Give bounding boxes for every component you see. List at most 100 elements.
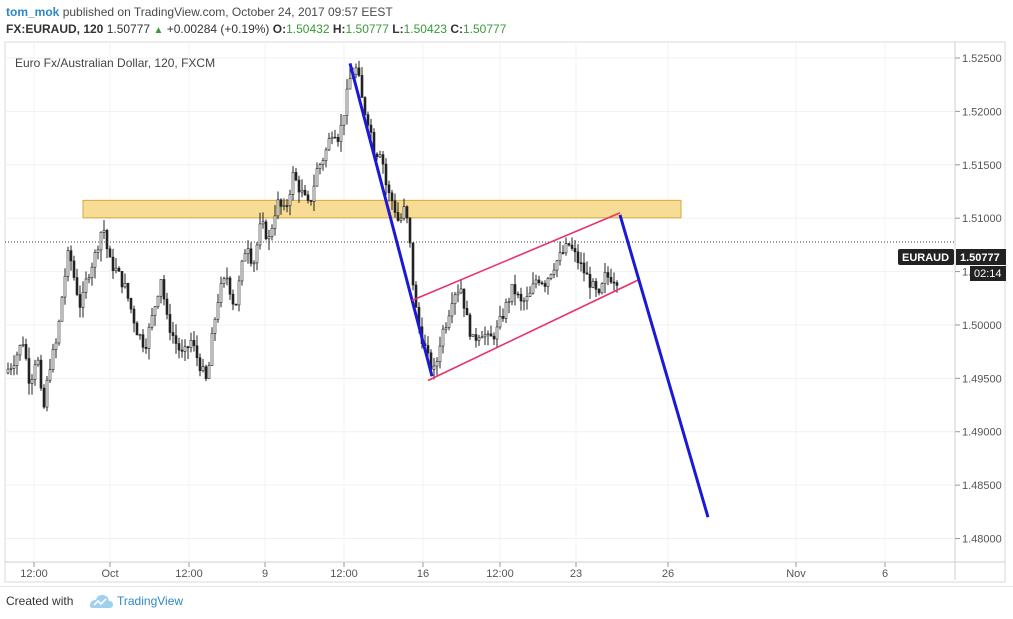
- candle-body: [438, 345, 442, 362]
- candle-body: [354, 67, 358, 75]
- chart-title: Euro Fx/Australian Dollar, 120, FXCM: [15, 56, 215, 70]
- candle-body: [156, 295, 160, 308]
- candle-body: [39, 359, 43, 389]
- candle-body: [579, 262, 583, 265]
- publish-line: tom_mok published on TradingView.com, Oc…: [6, 5, 393, 19]
- candle-body: [540, 282, 544, 285]
- candle-body: [345, 88, 349, 116]
- time-tick-label: 23: [570, 568, 582, 580]
- last-price-tag-bg: [956, 249, 1006, 265]
- change-value: +0.00284 (+0.19%): [166, 22, 270, 36]
- channel-upper-line[interactable]: [411, 212, 621, 302]
- time-tick-label: 12:00: [20, 568, 48, 580]
- tradingview-logo-icon[interactable]: [88, 592, 114, 610]
- candle-body: [300, 189, 304, 193]
- candle-body: [486, 333, 490, 336]
- candle-body: [261, 221, 265, 225]
- candle-body: [333, 136, 337, 139]
- price-tick-label: 1.48000: [962, 534, 1002, 546]
- projection-line[interactable]: [618, 214, 710, 518]
- candle-body: [48, 369, 52, 381]
- candle-body: [531, 283, 535, 294]
- candle-body: [615, 282, 619, 286]
- candle-body: [450, 303, 454, 317]
- candle-body: [555, 260, 559, 271]
- resistance-zone[interactable]: [82, 199, 682, 219]
- candle-body: [180, 349, 184, 352]
- candle-body: [129, 298, 133, 310]
- candle-body: [270, 228, 274, 237]
- author-link[interactable]: tom_mok: [6, 5, 60, 19]
- publish-info: published on TradingView.com, October 24…: [62, 5, 393, 19]
- open-label: O:: [272, 22, 287, 36]
- candle-body: [588, 273, 592, 288]
- time-tick-label: 12:00: [330, 568, 358, 580]
- candle-body: [513, 284, 517, 295]
- candle-body: [612, 281, 616, 284]
- candle-body: [159, 279, 163, 297]
- candle-body: [63, 275, 67, 298]
- candle-body: [252, 262, 256, 265]
- candle-body: [243, 253, 247, 262]
- candle-body: [405, 206, 409, 219]
- candle-body: [171, 332, 175, 336]
- candle-body: [195, 345, 199, 359]
- candle-body: [330, 136, 334, 140]
- candle-body: [297, 179, 301, 193]
- low-value: 1.50423: [403, 22, 447, 36]
- down-trend-line[interactable]: [348, 62, 434, 377]
- price-chart[interactable]: 1.525001.520001.515001.510001.505001.500…: [0, 40, 1013, 583]
- candle-body: [546, 277, 550, 287]
- price-tick-label: 1.51000: [962, 213, 1002, 225]
- last-price-tag: 1.50777: [960, 252, 1000, 264]
- candle-body: [474, 334, 478, 341]
- candle-body: [456, 292, 460, 296]
- candle-body: [255, 244, 259, 264]
- candle-body: [426, 345, 430, 354]
- close-label: C:: [450, 22, 463, 36]
- channel-lower-line[interactable]: [427, 279, 639, 382]
- candle-body: [396, 212, 400, 221]
- candle-body: [141, 334, 145, 348]
- candle-body: [51, 349, 55, 371]
- candle-body: [24, 344, 28, 359]
- candle-body: [294, 172, 298, 181]
- candle-body: [123, 283, 127, 288]
- candle-body: [87, 277, 91, 280]
- time-tick-label: 12:00: [175, 568, 203, 580]
- open-value: 1.50432: [286, 22, 330, 36]
- price-axis: 1.525001.520001.515001.510001.505001.500…: [955, 53, 1002, 546]
- price-tick-label: 1.52000: [962, 106, 1002, 118]
- candle-body: [162, 279, 166, 300]
- high-label: H:: [332, 22, 346, 36]
- candle-body: [339, 124, 343, 142]
- time-tick-label: Oct: [101, 568, 118, 580]
- candle-body: [69, 250, 73, 262]
- candle-body: [471, 334, 475, 337]
- candle-body: [258, 223, 262, 246]
- candle-body: [378, 154, 382, 158]
- chart-area[interactable]: 1.525001.520001.515001.510001.505001.500…: [0, 40, 1013, 583]
- tradingview-link[interactable]: TradingView: [117, 594, 184, 608]
- candle-body: [66, 250, 70, 277]
- time-tick-label: 26: [662, 568, 674, 580]
- symbol-price-tag: EURAUD 1.50777 02:14: [898, 249, 1006, 281]
- candle-body: [498, 315, 502, 328]
- candle-body: [249, 248, 253, 264]
- candle-body: [285, 205, 289, 207]
- candle-body: [279, 199, 283, 207]
- candle-body: [102, 230, 106, 233]
- candle-body: [27, 358, 31, 384]
- symbol-tag: EURAUD: [902, 252, 949, 264]
- candle-body: [276, 199, 280, 217]
- low-label: L:: [392, 22, 404, 36]
- candle-body: [303, 189, 307, 196]
- candle-body: [516, 293, 520, 296]
- candle-body: [336, 137, 340, 142]
- candle-body: [96, 249, 100, 253]
- candle-body: [36, 359, 40, 366]
- candle-body: [597, 288, 601, 294]
- candle-body: [558, 252, 562, 262]
- time-tick-label: 9: [262, 568, 268, 580]
- candle-body: [495, 326, 499, 340]
